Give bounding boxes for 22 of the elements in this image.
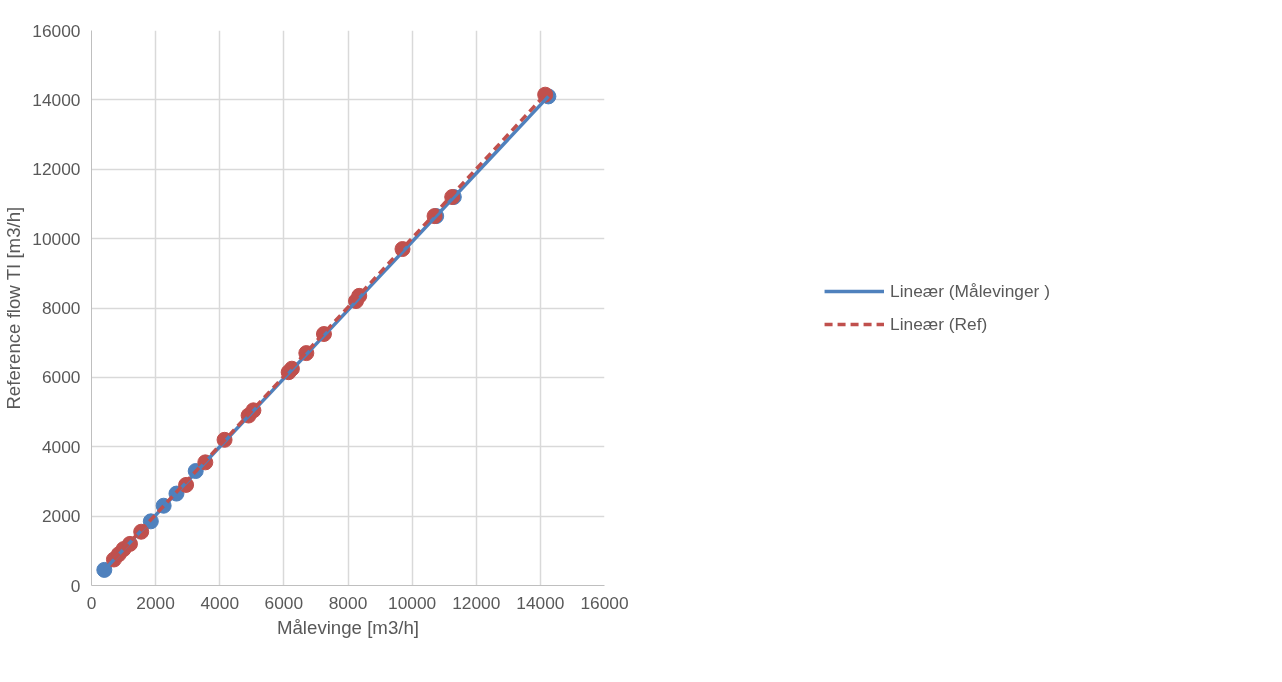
x-tick-label: 10000 [388,592,437,613]
x-tick-label: 0 [86,592,97,613]
y-tick-label: 8000 [41,298,81,318]
legend-label: Lineær (Ref) [890,313,988,335]
y-tick-label: 0 [70,575,81,596]
x-tick-label: 2000 [136,592,175,613]
x-tick-label: 12000 [452,592,501,613]
x-tick-label: 4000 [200,592,240,613]
y-tick-label: 10000 [32,228,81,249]
y-tick-label: 6000 [41,367,81,388]
x-tick-label: 16000 [580,592,629,613]
y-tick-label: 2000 [41,506,81,527]
x-axis-title: Målevinge [m3/h] [276,616,420,638]
y-axis-title: Reference flow TI [m3/h] [3,206,25,410]
y-tick-label: 16000 [32,20,81,41]
y-tick-label: 12000 [32,159,81,180]
x-tick-label: 14000 [516,592,565,613]
x-tick-label: 6000 [264,592,304,613]
y-tick-label: 14000 [32,89,81,110]
y-tick-label: 4000 [41,436,81,457]
legend-label: Lineær (Målevinger ) [890,280,1050,302]
x-tick-label: 8000 [328,592,368,613]
